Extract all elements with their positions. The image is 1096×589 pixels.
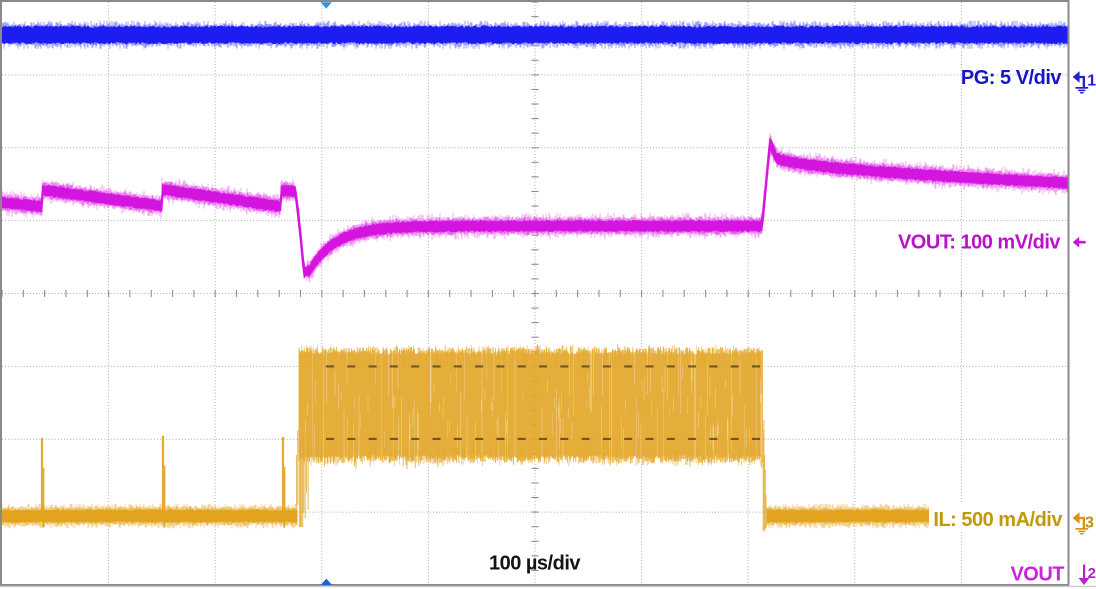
svg-text:VOUT: VOUT — [1010, 564, 1064, 586]
svg-text:2: 2 — [1088, 565, 1096, 582]
svg-text:100 µs/div: 100 µs/div — [489, 553, 581, 575]
svg-text:3: 3 — [1085, 515, 1094, 532]
svg-text:VOUT: 100 mV/div: VOUT: 100 mV/div — [898, 232, 1061, 254]
svg-text:IL: 500 mA/div: IL: 500 mA/div — [933, 509, 1063, 531]
svg-text:1: 1 — [1087, 73, 1096, 90]
svg-text:PG: 5 V/div: PG: 5 V/div — [961, 67, 1062, 89]
